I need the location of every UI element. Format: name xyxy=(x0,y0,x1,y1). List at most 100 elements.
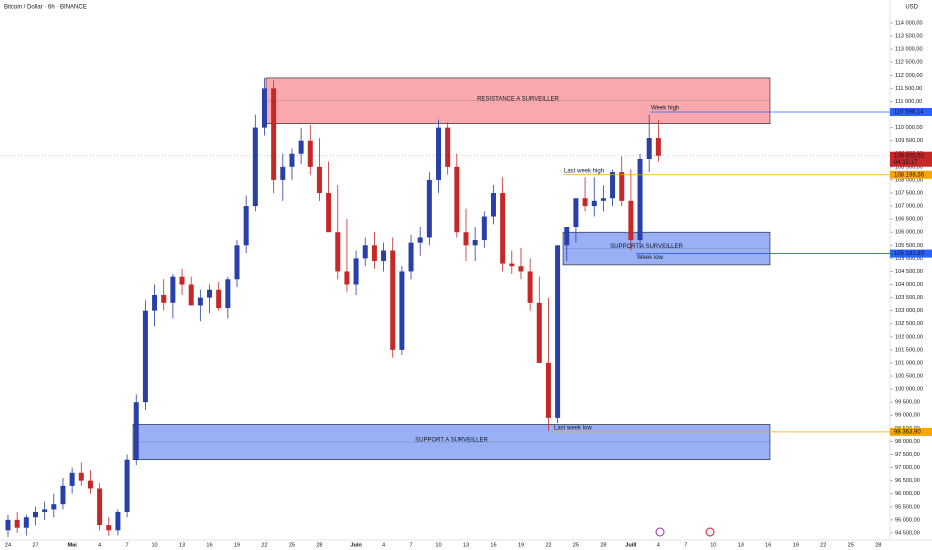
y-tick-label: 111 500,00 xyxy=(895,86,922,92)
x-tick-label: 7 xyxy=(126,542,129,548)
zone-label: SUPPORT A SURVEILLER xyxy=(610,244,683,250)
x-tick-label: 22 xyxy=(545,542,551,548)
y-tick-label: 106 500,00 xyxy=(895,217,923,223)
x-tick-label: 19 xyxy=(793,542,799,548)
candle-body xyxy=(564,226,570,246)
y-tick-label: 101 000,00 xyxy=(895,360,923,366)
candle-body xyxy=(371,245,377,261)
candle-body xyxy=(179,276,185,285)
x-tick-label: 22 xyxy=(261,542,267,548)
y-tick-label: 96 000,00 xyxy=(895,491,920,497)
level-name: Last week high xyxy=(564,168,604,174)
x-tick-label: 19 xyxy=(234,542,240,548)
candle-body xyxy=(225,279,231,309)
candle-body xyxy=(619,172,625,201)
zone xyxy=(562,231,771,266)
candle-body xyxy=(5,519,11,531)
candle-body xyxy=(133,402,139,460)
zone-label: SUPPORT A SURVEILLER xyxy=(415,438,488,444)
y-tick-label: 104 000,00 xyxy=(895,282,923,288)
x-tick-label: 25 xyxy=(289,542,295,548)
x-tick-label: 24 xyxy=(5,542,11,548)
x-tick-label: 22 xyxy=(820,542,826,548)
y-tick-label: 113 000,00 xyxy=(895,47,923,53)
candle-body xyxy=(280,166,286,180)
x-tick-label: 4 xyxy=(657,542,660,548)
y-tick-label: 95 500,00 xyxy=(895,504,920,510)
candle-body xyxy=(362,245,368,259)
candle-body xyxy=(78,472,84,481)
candle-body xyxy=(527,271,533,303)
candle-body xyxy=(628,200,634,241)
candle-body xyxy=(655,138,661,156)
candle-body xyxy=(261,88,267,128)
candle-body xyxy=(252,127,258,207)
x-tick-label: 13 xyxy=(463,542,469,548)
x-tick-label: 4 xyxy=(98,542,101,548)
price-tag xyxy=(890,107,932,116)
candle-body xyxy=(69,472,75,486)
y-tick-label: 95 000,00 xyxy=(895,517,920,523)
candle-body xyxy=(637,158,643,241)
candle-body xyxy=(500,192,506,264)
candle-body xyxy=(353,258,359,285)
candle-body xyxy=(188,284,194,306)
candle-body xyxy=(610,172,616,199)
x-tick-label: 28 xyxy=(316,542,322,548)
candle-body xyxy=(417,237,423,243)
y-tick-label: 110 000,00 xyxy=(895,125,923,131)
y-tick-label: 102 500,00 xyxy=(895,321,923,327)
level-name: Week high xyxy=(651,106,679,112)
y-tick-label: 103 500,00 xyxy=(895,295,923,301)
candle-body xyxy=(152,294,158,311)
last-price-tag xyxy=(890,151,932,167)
candle-body xyxy=(271,88,277,180)
zone-label: RESISTANCE A SURVEILLER xyxy=(477,96,559,102)
y-tick-label: 105 500,00 xyxy=(895,243,923,249)
candle-body xyxy=(518,266,524,272)
candle-body xyxy=(490,192,496,217)
candle-body xyxy=(481,216,487,241)
candle-body xyxy=(14,519,20,528)
x-tick-label: 25 xyxy=(573,542,579,548)
event-icon[interactable] xyxy=(655,527,665,537)
price-tag-label: 98 363,90 xyxy=(894,429,921,435)
x-tick-label: 13 xyxy=(738,542,744,548)
y-tick-label: 98 000,00 xyxy=(895,439,920,445)
x-tick-label: 7 xyxy=(684,542,687,548)
candle-body xyxy=(23,517,29,528)
y-tick-label: 104 500,00 xyxy=(895,269,923,275)
candle-body xyxy=(390,250,396,350)
y-tick-label: 102 000,00 xyxy=(895,334,923,340)
x-tick-label: 27 xyxy=(32,542,38,548)
y-tick-label: 101 500,00 xyxy=(895,347,923,353)
price-tag xyxy=(890,249,932,258)
candle-body xyxy=(545,362,551,418)
candle-body xyxy=(436,127,442,180)
candle-body xyxy=(170,276,176,303)
zone xyxy=(265,77,771,124)
y-tick-label: 107 500,00 xyxy=(895,190,923,196)
level-name: Week low xyxy=(637,255,664,261)
y-tick-label: 106 000,00 xyxy=(895,230,923,236)
candle-body xyxy=(582,198,588,207)
candle-body xyxy=(32,512,38,518)
price-tag xyxy=(890,170,932,179)
event-icon[interactable] xyxy=(705,527,715,537)
candle-body xyxy=(87,480,93,489)
x-tick-label: 7 xyxy=(409,542,412,548)
x-tick-label: 28 xyxy=(875,542,881,548)
y-tick-label: 94 500,00 xyxy=(895,530,920,536)
x-tick-label: 10 xyxy=(435,542,441,548)
x-tick-label: 10 xyxy=(710,542,716,548)
candle-body xyxy=(591,200,597,207)
candle-body xyxy=(197,297,203,306)
candle-body xyxy=(207,289,213,298)
candle-body xyxy=(243,206,249,246)
y-tick-label: 96 500,00 xyxy=(895,478,920,484)
candle-body xyxy=(472,240,478,246)
candle-body xyxy=(326,192,332,233)
candle-body xyxy=(307,140,313,167)
candle-body xyxy=(124,459,130,513)
candle-body xyxy=(381,250,387,261)
